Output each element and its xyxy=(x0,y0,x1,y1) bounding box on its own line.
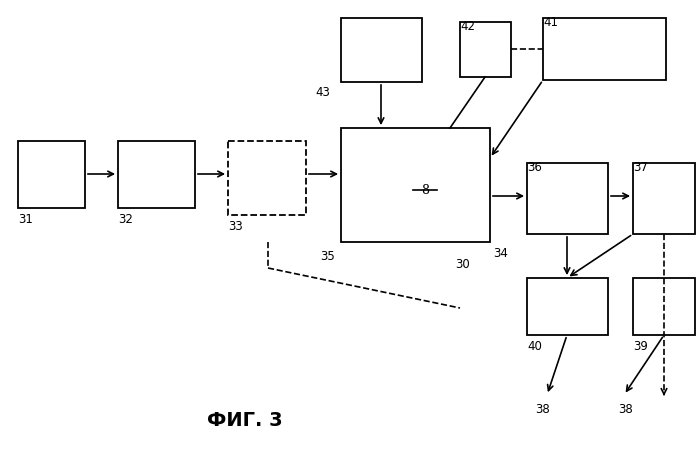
Bar xyxy=(341,18,422,82)
Bar xyxy=(228,141,306,215)
Text: ФИГ. 3: ФИГ. 3 xyxy=(207,411,283,430)
Bar xyxy=(633,278,695,335)
Text: 39: 39 xyxy=(633,340,648,353)
Bar xyxy=(18,141,85,208)
Text: 8: 8 xyxy=(421,184,429,197)
Bar xyxy=(527,278,608,335)
Bar xyxy=(341,128,490,242)
Text: 41: 41 xyxy=(543,16,558,29)
Text: 42: 42 xyxy=(460,20,475,33)
Text: 34: 34 xyxy=(493,247,508,260)
Text: 36: 36 xyxy=(527,161,542,174)
Text: 38: 38 xyxy=(535,403,549,416)
Text: 31: 31 xyxy=(18,213,33,226)
Bar xyxy=(118,141,195,208)
Bar xyxy=(527,163,608,234)
Text: 35: 35 xyxy=(320,250,335,263)
Text: 37: 37 xyxy=(633,161,648,174)
Text: 30: 30 xyxy=(455,258,470,271)
Text: 38: 38 xyxy=(618,403,633,416)
Text: 43: 43 xyxy=(315,86,330,99)
Bar xyxy=(633,163,695,234)
Text: 40: 40 xyxy=(527,340,542,353)
Bar xyxy=(460,22,511,77)
Text: 32: 32 xyxy=(118,213,133,226)
Bar xyxy=(543,18,666,80)
Text: 33: 33 xyxy=(228,220,243,233)
